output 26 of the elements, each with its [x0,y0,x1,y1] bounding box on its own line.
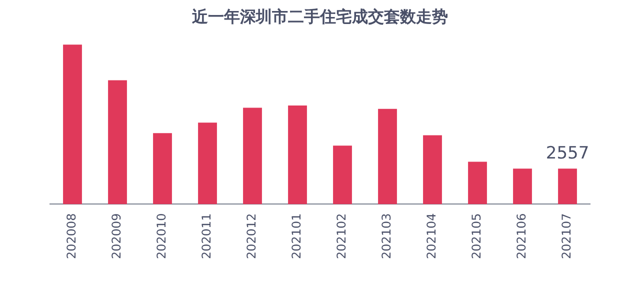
chart-title: 近一年深圳市二手住宅成交套数走势 [191,6,448,26]
x-tick-label: 202008 [64,213,79,260]
x-tick-label: 202010 [154,213,169,260]
bar [153,133,172,204]
bar [468,162,487,204]
bar [423,135,442,204]
x-tick-label: 202101 [290,213,304,260]
bar [198,122,217,204]
bar [243,108,262,204]
bar [63,44,82,204]
x-tick-label: 202011 [200,213,214,260]
bar [108,80,127,204]
data-label: 2557 [546,144,590,164]
x-tick-label: 202103 [380,213,394,260]
bar [333,146,352,204]
x-tick-label: 202107 [560,213,574,260]
x-tick-label: 202106 [514,213,529,260]
bar [378,108,397,204]
x-tick-label: 202102 [334,213,349,260]
x-tick-label: 202009 [110,213,124,260]
x-tick-label: 202105 [470,213,484,260]
bar [288,106,307,204]
x-tick-label: 202104 [424,213,439,260]
bar [558,168,577,204]
x-tick-label: 202012 [244,213,259,260]
bar [513,168,532,204]
